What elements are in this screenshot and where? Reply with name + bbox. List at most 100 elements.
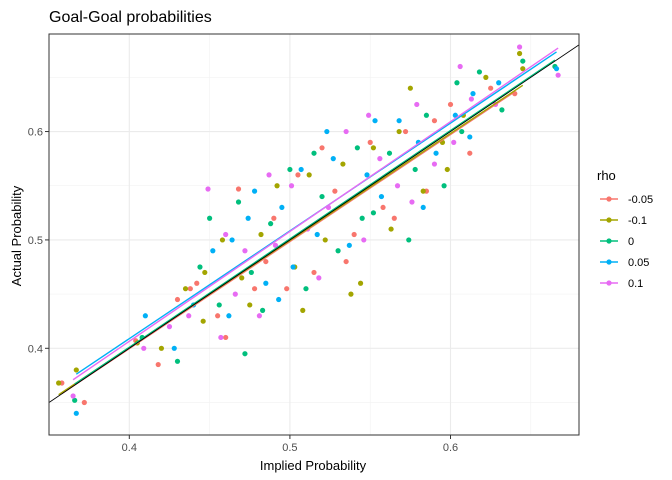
data-point xyxy=(287,166,293,173)
legend-item: 0.05 xyxy=(600,257,649,269)
data-point xyxy=(555,72,561,78)
data-point xyxy=(218,334,224,341)
data-point xyxy=(407,85,413,91)
x-tick-label: 0.5 xyxy=(282,442,297,454)
data-point xyxy=(242,248,248,254)
data-point xyxy=(279,204,285,211)
data-point xyxy=(322,237,328,243)
data-point xyxy=(242,351,248,357)
data-point xyxy=(72,397,78,403)
series-fit-line xyxy=(72,47,559,381)
data-point xyxy=(451,139,457,145)
data-point xyxy=(388,226,394,232)
data-point xyxy=(210,248,216,254)
data-point xyxy=(370,145,377,151)
data-point xyxy=(215,313,221,319)
data-point xyxy=(319,145,325,151)
data-point xyxy=(229,237,235,243)
data-point xyxy=(158,345,165,351)
data-point xyxy=(288,183,295,189)
legend: rho -0.05 -0.1 0 0.05 0.1 xyxy=(597,168,653,290)
legend-key-point xyxy=(606,259,612,265)
x-axis-title: Implied Probability xyxy=(260,458,367,473)
data-point xyxy=(335,248,341,254)
data-point xyxy=(553,66,560,72)
data-point xyxy=(406,237,412,243)
y-tick-label: 0.6 xyxy=(28,127,43,139)
x-axis-ticks: 0.4 0.5 0.6 xyxy=(122,435,458,454)
data-point xyxy=(319,193,325,200)
data-point xyxy=(359,215,365,221)
data-point xyxy=(467,134,473,140)
data-point xyxy=(467,150,473,156)
data-point xyxy=(346,242,352,248)
data-point xyxy=(235,199,242,205)
data-point xyxy=(223,334,229,341)
data-point xyxy=(266,172,272,178)
data-point xyxy=(412,166,418,173)
data-point xyxy=(73,367,79,373)
legend-label: 0 xyxy=(628,236,634,248)
data-point xyxy=(468,96,474,102)
data-point xyxy=(372,118,378,124)
data-point xyxy=(70,393,76,399)
data-point xyxy=(378,193,385,200)
data-point xyxy=(56,380,62,386)
data-point xyxy=(197,264,203,270)
data-point xyxy=(142,313,148,319)
legend-item: 0.1 xyxy=(600,278,643,290)
data-point xyxy=(516,50,523,57)
data-point xyxy=(330,156,336,162)
data-point xyxy=(354,145,360,151)
y-axis-title: Actual Probability xyxy=(9,185,24,286)
data-point xyxy=(268,221,274,227)
data-point xyxy=(276,296,282,303)
data-point xyxy=(247,302,253,308)
y-axis-ticks: 0.4 0.5 0.6 xyxy=(28,127,49,355)
series-2 xyxy=(72,58,558,403)
series-fit-line xyxy=(74,59,556,385)
data-point xyxy=(311,269,317,276)
data-point xyxy=(496,80,502,86)
data-point xyxy=(488,85,494,91)
data-point xyxy=(141,345,147,351)
legend-key-point xyxy=(606,280,612,286)
data-point xyxy=(258,231,264,238)
data-point xyxy=(256,313,262,319)
y-tick-label: 0.5 xyxy=(28,235,43,247)
data-point xyxy=(251,188,258,194)
points-layer xyxy=(56,44,561,416)
data-point xyxy=(73,410,79,416)
data-point xyxy=(520,58,526,64)
data-point xyxy=(174,358,181,364)
series-3 xyxy=(73,66,560,416)
data-point xyxy=(364,172,370,178)
data-point xyxy=(81,399,87,406)
data-point xyxy=(187,286,193,292)
data-point xyxy=(306,172,312,178)
data-point xyxy=(409,199,415,205)
data-point xyxy=(155,361,161,368)
data-point xyxy=(207,215,213,221)
data-point xyxy=(182,286,189,292)
data-point xyxy=(516,44,523,50)
data-point xyxy=(420,188,426,194)
data-point xyxy=(447,101,454,108)
data-point xyxy=(274,183,280,189)
data-point xyxy=(343,128,349,135)
data-point xyxy=(300,307,306,313)
data-point xyxy=(245,215,251,221)
legend-title: rho xyxy=(597,168,616,183)
data-point xyxy=(248,269,254,276)
data-point xyxy=(251,286,258,292)
data-point xyxy=(303,286,309,292)
data-point xyxy=(386,150,393,156)
legend-item: 0 xyxy=(600,236,634,248)
data-point xyxy=(260,307,266,313)
data-point xyxy=(200,318,206,324)
panel-border xyxy=(48,33,580,436)
data-point xyxy=(459,128,465,135)
data-point xyxy=(314,231,320,238)
legend-label: -0.05 xyxy=(628,194,653,206)
